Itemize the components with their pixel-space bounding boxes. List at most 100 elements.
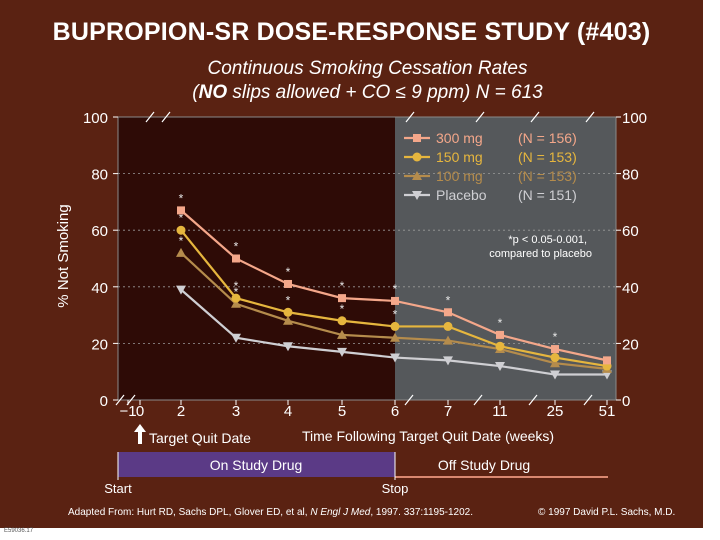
- axis-break-mark: [473, 394, 483, 406]
- significance-star: *: [179, 191, 184, 205]
- legend-label: 300 mg: [436, 130, 483, 146]
- data-point: [337, 329, 347, 339]
- legend-label: Placebo: [436, 187, 487, 203]
- axis-break-mark: [528, 394, 538, 406]
- y-tick-label-right: 40: [622, 280, 639, 297]
- x-tick-label: 4: [284, 403, 292, 420]
- data-point: [390, 321, 400, 331]
- data-point: [443, 335, 453, 345]
- y-tick-label-right: 80: [622, 167, 639, 184]
- copyright-notice: © 1997 David P.L. Sachs, M.D.: [538, 507, 676, 518]
- x-tick-label: 0: [136, 403, 144, 420]
- data-point: [495, 362, 505, 372]
- legend-label: 100 mg: [436, 168, 483, 184]
- axis-break-mark: [115, 394, 125, 406]
- x-tick-label: 5: [338, 403, 346, 420]
- data-point: [443, 356, 453, 366]
- data-point: [550, 370, 560, 380]
- significance-star: *: [234, 285, 239, 299]
- data-point: [176, 225, 186, 235]
- x-tick-label: 11: [492, 403, 508, 420]
- axis-break-mark: [530, 111, 540, 123]
- axis-break-mark: [585, 111, 595, 123]
- legend-count: (N = 153): [518, 168, 577, 184]
- subtitle-open-paren: (: [192, 82, 199, 103]
- y-tick-label: 60: [91, 223, 108, 240]
- legend-label: 150 mg: [436, 149, 483, 165]
- legend-marker: [412, 171, 422, 180]
- legend-count: (N = 156): [518, 130, 577, 146]
- y-tick-label-right: 20: [622, 336, 639, 353]
- significance-star: *: [498, 316, 503, 330]
- x-tick-label: −1: [119, 403, 136, 420]
- significance-star: *: [340, 279, 345, 293]
- data-point: [444, 308, 452, 317]
- data-point: [231, 298, 241, 308]
- chart-series: ****** ***** ****: [176, 191, 612, 380]
- y-tick-label-right: 100: [622, 110, 647, 127]
- significance-star: *: [553, 330, 558, 344]
- axis-break-mark: [161, 111, 171, 123]
- y-tick-label: 80: [91, 167, 108, 184]
- data-point: [231, 293, 241, 303]
- data-point: [283, 307, 293, 317]
- x-tick-label: 6: [391, 403, 399, 420]
- slide-title: BUPROPION-SR DOSE-RESPONSE STUDY (#403): [52, 18, 651, 46]
- data-point: [337, 347, 347, 357]
- axis-break-mark: [405, 111, 415, 123]
- stop-label: Stop: [382, 481, 409, 496]
- data-point: [283, 342, 293, 352]
- slide-panel: BUPROPION-SR DOSE-RESPONSE STUDY (#403) …: [0, 0, 703, 528]
- x-axis-label: Time Following Target Quit Date (weeks): [302, 428, 554, 444]
- data-point: [550, 353, 560, 363]
- significance-star: *: [393, 307, 398, 321]
- x-tick-label: 3: [232, 403, 240, 420]
- source-citation: Adapted From: Hurt RD, Sachs DPL, Glover…: [68, 507, 473, 518]
- significance-star: *: [446, 293, 451, 307]
- y-tick-label-right: 0: [622, 393, 630, 410]
- slide-code: E59036.17: [4, 528, 34, 534]
- subtitle-no-emphasis: NO: [198, 82, 228, 103]
- x-tick-label: 7: [444, 403, 452, 420]
- significance-star: *: [286, 265, 291, 279]
- data-point: [176, 285, 186, 295]
- data-point: [283, 315, 293, 325]
- subtitle-line-2: (NO slips allowed + CO ≤ 9 ppm) N = 613: [0, 82, 720, 104]
- off-drug-region: [395, 117, 616, 400]
- y-tick-label: 40: [91, 280, 108, 297]
- data-point: [338, 294, 346, 303]
- legend-count: (N = 151): [518, 187, 577, 203]
- data-point: [176, 247, 186, 257]
- on-drug-bar: [118, 452, 395, 477]
- data-point: [603, 356, 611, 365]
- axis-break-mark: [145, 111, 155, 123]
- y-tick-label-right: 60: [622, 223, 639, 240]
- data-point: [390, 332, 400, 342]
- data-point: [495, 341, 505, 351]
- data-point: [232, 254, 240, 263]
- axis-break-mark: [126, 394, 136, 406]
- data-point: [177, 206, 185, 215]
- target-quit-arrow-icon: [134, 424, 146, 444]
- axis-break-mark: [475, 111, 485, 123]
- citation-authors: Adapted From: Hurt RD, Sachs DPL, Glover…: [68, 507, 311, 518]
- y-tick-label: 0: [100, 393, 108, 410]
- data-point: [496, 330, 504, 339]
- data-point: [284, 279, 292, 288]
- subtitle-criteria: slips allowed + CO ≤ 9 ppm) N = 613: [227, 82, 543, 103]
- x-tick-label: 51: [599, 403, 616, 420]
- on-drug-label: On Study Drug: [210, 457, 303, 473]
- axis-break-mark: [404, 394, 414, 406]
- legend-marker: [412, 191, 422, 200]
- citation-journal: N Engl J Med: [310, 507, 371, 518]
- off-drug-label: Off Study Drug: [438, 457, 530, 473]
- significance-star: *: [234, 240, 239, 254]
- legend-marker: [412, 152, 422, 162]
- subtitle-line-1: Continuous Smoking Cessation Rates: [207, 58, 528, 79]
- significance-star: *: [340, 302, 345, 316]
- data-point: [390, 353, 400, 363]
- start-label: Start: [104, 481, 132, 496]
- data-point: [551, 345, 559, 354]
